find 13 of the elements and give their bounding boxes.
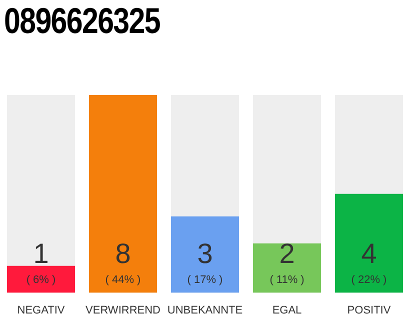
chart-title: 0896626325	[4, 0, 160, 42]
data-label: 4 ( 22% )	[351, 238, 387, 286]
x-tick-label: EGAL	[272, 304, 302, 316]
data-label: 2 ( 11% )	[270, 238, 304, 286]
x-tick-label: NEGATIV	[17, 304, 66, 316]
x-tick-label: UNBEKANNTE	[167, 304, 243, 316]
x-tick-label: POSITIV	[347, 304, 392, 316]
data-label: 1 ( 6% )	[26, 238, 56, 286]
x-tick-label: VERWIRREND	[86, 304, 161, 316]
data-label: 8 ( 44% )	[105, 238, 141, 286]
bar	[6, 266, 76, 293]
bar	[252, 243, 322, 293]
data-label: 3 ( 17% )	[187, 238, 223, 286]
